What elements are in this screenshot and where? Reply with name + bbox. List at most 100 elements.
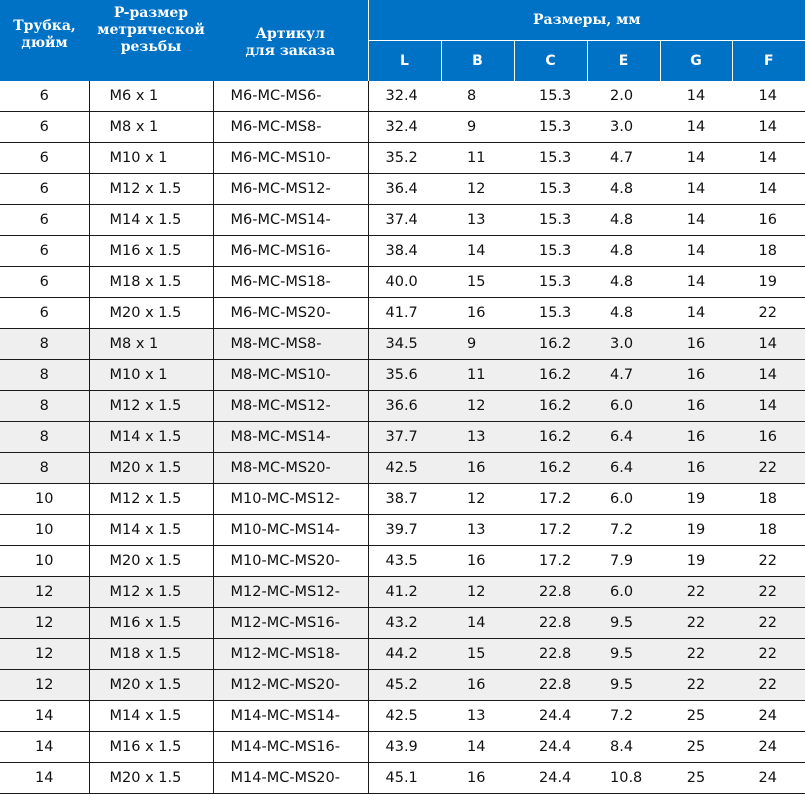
thread-cell: M10 x 1 [88, 142, 213, 174]
C-cell: 24.4 [514, 700, 587, 732]
table-row: 6 M20 x 1.5 M6-MC-MS20- 41.7 16 15.3 4.8 14 22 [0, 297, 805, 329]
C-cell: 15.3 [514, 173, 587, 205]
table-row: 12 M18 x 1.5 M12-MC-MS18- 44.2 15 22.8 9.5 22 22 [0, 638, 805, 670]
article-cell: M12-MC-MS18- [212, 638, 368, 670]
thread-cell: M18 x 1.5 [88, 638, 213, 670]
article-cell: M8-MC-MS12- [212, 390, 368, 422]
header-sizes: Размеры, мм [367, 0, 805, 41]
G-cell: 22 [660, 669, 732, 701]
C-cell: 15.3 [514, 142, 587, 174]
F-cell: 22 [732, 607, 805, 639]
B-cell: 15 [441, 266, 514, 298]
article-cell: M6-MC-MS8- [212, 111, 368, 143]
B-cell: 16 [441, 762, 514, 794]
L-cell: 45.1 [367, 762, 441, 794]
L-cell: 39.7 [367, 514, 441, 546]
G-cell: 22 [660, 607, 732, 639]
F-cell: 14 [732, 390, 805, 422]
B-cell: 9 [441, 111, 514, 143]
B-cell: 12 [441, 390, 514, 422]
F-cell: 24 [732, 731, 805, 763]
B-cell: 13 [441, 514, 514, 546]
G-cell: 14 [660, 235, 732, 267]
article-cell: M14-MC-MS14- [212, 700, 368, 732]
L-cell: 34.5 [367, 328, 441, 360]
G-cell: 14 [660, 142, 732, 174]
L-cell: 40.0 [367, 266, 441, 298]
thread-cell: M12 x 1.5 [88, 483, 213, 515]
G-cell: 19 [660, 483, 732, 515]
thread-cell: M12 x 1.5 [88, 173, 213, 205]
E-cell: 4.8 [587, 266, 660, 298]
header-thread-label: P-размер метрической резьбы [97, 5, 205, 55]
G-cell: 16 [660, 328, 732, 360]
B-cell: 8 [441, 81, 514, 112]
tube-cell: 6 [0, 266, 89, 298]
L-cell: 43.9 [367, 731, 441, 763]
C-cell: 22.8 [514, 576, 587, 608]
thread-cell: M20 x 1.5 [88, 762, 213, 794]
thread-cell: M6 x 1 [88, 81, 213, 112]
thread-cell: M16 x 1.5 [88, 235, 213, 267]
F-cell: 22 [732, 669, 805, 701]
tube-cell: 8 [0, 390, 89, 422]
article-cell: M10-MC-MS20- [212, 545, 368, 577]
article-cell: M12-MC-MS12- [212, 576, 368, 608]
E-cell: 4.7 [587, 142, 660, 174]
E-cell: 2.0 [587, 81, 660, 112]
tube-cell: 6 [0, 204, 89, 236]
thread-cell: M16 x 1.5 [88, 607, 213, 639]
table-row: 14 M14 x 1.5 M14-MC-MS14- 42.5 13 24.4 7.2 25 24 [0, 700, 805, 732]
E-cell: 7.9 [587, 545, 660, 577]
article-cell: M14-MC-MS16- [212, 731, 368, 763]
table-row: 8 M20 x 1.5 M8-MC-MS20- 42.5 16 16.2 6.4 16 22 [0, 452, 805, 484]
F-cell: 24 [732, 700, 805, 732]
B-cell: 11 [441, 142, 514, 174]
article-cell: M6-MC-MS16- [212, 235, 368, 267]
L-cell: 36.4 [367, 173, 441, 205]
article-cell: M8-MC-MS8- [212, 328, 368, 360]
E-cell: 6.0 [587, 576, 660, 608]
B-cell: 13 [441, 421, 514, 453]
table-row: 6 M18 x 1.5 M6-MC-MS18- 40.0 15 15.3 4.8 14 19 [0, 266, 805, 298]
table-row: 14 M20 x 1.5 M14-MC-MS20- 45.1 16 24.4 10.8 25 2… [0, 762, 805, 794]
table-row: 6 M6 x 1 M6-MC-MS6- 32.4 8 15.3 2.0 14 14 [0, 81, 805, 112]
C-cell: 15.3 [514, 235, 587, 267]
table-header: Трубка, дюйм P-размер метрической резьбы… [0, 0, 805, 81]
C-cell: 16.2 [514, 359, 587, 391]
thread-cell: M16 x 1.5 [88, 731, 213, 763]
article-cell: M12-MC-MS16- [212, 607, 368, 639]
L-cell: 43.2 [367, 607, 441, 639]
thread-cell: M8 x 1 [88, 111, 213, 143]
tube-cell: 10 [0, 514, 89, 546]
E-cell: 4.8 [587, 204, 660, 236]
B-cell: 14 [441, 235, 514, 267]
F-cell: 22 [732, 545, 805, 577]
table-row: 8 M8 x 1 M8-MC-MS8- 34.5 9 16.2 3.0 16 14 [0, 328, 805, 360]
thread-cell: M20 x 1.5 [88, 297, 213, 329]
L-cell: 38.7 [367, 483, 441, 515]
G-cell: 16 [660, 359, 732, 391]
article-cell: M8-MC-MS10- [212, 359, 368, 391]
L-cell: 35.2 [367, 142, 441, 174]
F-cell: 16 [732, 421, 805, 453]
E-cell: 7.2 [587, 514, 660, 546]
G-cell: 14 [660, 266, 732, 298]
G-cell: 16 [660, 421, 732, 453]
header-col-F: F [731, 40, 805, 81]
G-cell: 14 [660, 173, 732, 205]
thread-cell: M14 x 1.5 [88, 204, 213, 236]
G-cell: 16 [660, 390, 732, 422]
C-cell: 16.2 [514, 421, 587, 453]
B-cell: 16 [441, 669, 514, 701]
G-cell: 19 [660, 545, 732, 577]
table-body: 6 M6 x 1 M6-MC-MS6- 32.4 8 15.3 2.0 14 14 6 M8 x 1… [0, 81, 805, 794]
tube-cell: 10 [0, 545, 89, 577]
table-row: 6 M14 x 1.5 M6-MC-MS14- 37.4 13 15.3 4.8 14 16 [0, 204, 805, 236]
F-cell: 14 [732, 328, 805, 360]
E-cell: 8.4 [587, 731, 660, 763]
C-cell: 15.3 [514, 111, 587, 143]
thread-cell: M14 x 1.5 [88, 421, 213, 453]
tube-cell: 6 [0, 81, 89, 112]
header-article-label: Артикул для заказа [245, 26, 336, 59]
